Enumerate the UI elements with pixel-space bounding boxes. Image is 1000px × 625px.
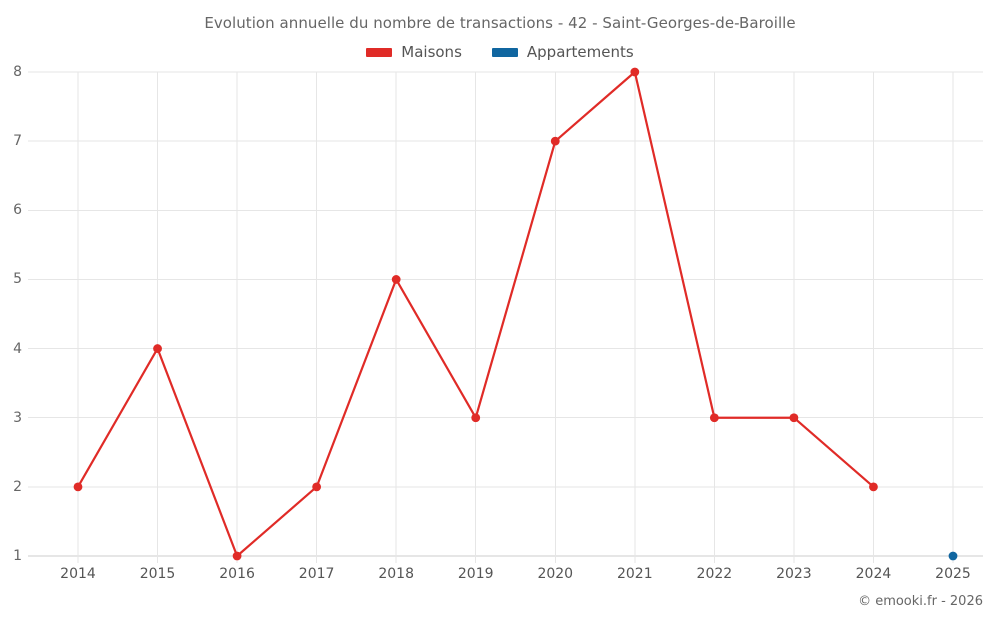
- x-axis-tick-label: 2022: [696, 566, 733, 582]
- y-axis-tick-label: 5: [13, 271, 22, 288]
- legend-label-appartements: Appartements: [526, 43, 634, 61]
- y-axis-tick-label: 6: [13, 202, 22, 219]
- x-axis-tick-label: 2021: [616, 566, 653, 582]
- x-axis-tick-label: 2015: [139, 566, 176, 582]
- x-axis-tick-label: 2025: [935, 566, 971, 582]
- x-axis-tick-label: 2014: [60, 566, 96, 582]
- y-axis-tick-label: 8: [13, 64, 22, 80]
- y-axis-tick-label: 1: [13, 548, 22, 564]
- y-axis-tick-label: 2: [13, 478, 22, 495]
- legend-swatch-maisons: [366, 47, 393, 57]
- x-axis-tick-label: 2020: [537, 566, 574, 582]
- chart-title: Evolution annuelle du nombre de transact…: [204, 14, 796, 32]
- copyright-credit: © emooki.fr - 2026: [858, 594, 983, 609]
- y-axis-tick-label: 3: [13, 409, 22, 426]
- x-axis-tick-label: 2016: [219, 566, 255, 582]
- legend-swatch-appartements: [491, 47, 518, 57]
- x-axis-tick-label: 2017: [298, 566, 335, 582]
- y-axis-tick-label: 7: [13, 133, 22, 150]
- x-axis-tick-label: 2019: [457, 566, 494, 582]
- x-axis-tick-label: 2023: [776, 566, 812, 582]
- x-axis-tick-label: 2018: [378, 566, 414, 582]
- legend-item-appartements[interactable]: Appartements: [491, 43, 634, 61]
- x-axis-tick-label: 2024: [855, 566, 892, 582]
- chart-legend: Maisons Appartements: [0, 43, 1000, 61]
- y-axis-tick-label: 4: [13, 340, 22, 357]
- legend-label-maisons: Maisons: [401, 43, 462, 61]
- legend-item-maisons[interactable]: Maisons: [366, 43, 462, 61]
